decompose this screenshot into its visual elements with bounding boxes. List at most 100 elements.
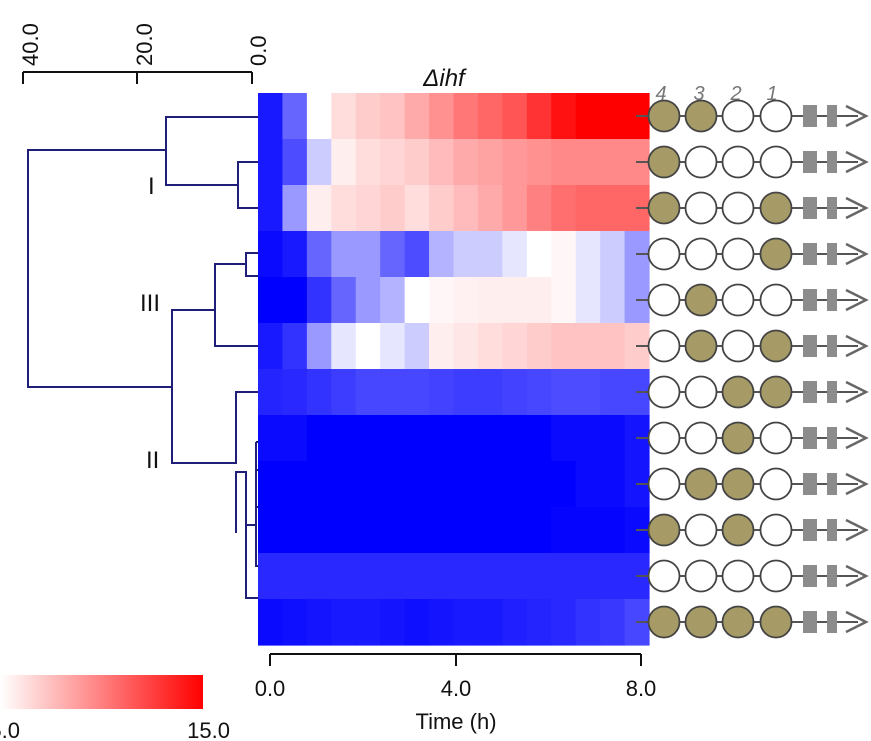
heatmap-cell [477,93,503,140]
binding-site-occupied [759,605,793,639]
binding-site-occupied [684,283,718,317]
heatmap-cell [355,93,381,140]
binding-site-empty [759,513,793,547]
heatmap-cell [600,599,626,646]
heatmap-cell [477,139,503,186]
colorbar [0,675,203,709]
heatmap-cell [306,323,332,370]
site-position-label: 4 [655,83,666,105]
heatmap-cell [600,323,626,370]
heatmap-cell [404,553,430,600]
x-axis-label: Time (h) [415,709,496,734]
binding-site-empty [721,237,755,271]
heatmap-cell [526,599,552,646]
colorbar-min-label: -5.0 [0,718,20,741]
heatmap-cell [429,461,455,508]
heatmap-cell [575,277,601,324]
cluster-label-iii: III [140,290,160,317]
binding-site-occupied [759,191,793,225]
binding-site-occupied [759,375,793,409]
heatmap-cell [551,139,577,186]
heatmap-cell [331,461,357,508]
heatmap-cell [600,415,626,462]
binding-site-empty [684,191,718,225]
binding-site-empty [721,283,755,317]
binding-site-occupied [721,467,755,501]
time-tick-label: 8.0 [626,676,657,701]
heatmap-cell [380,185,406,232]
heatmap-cell [355,415,381,462]
binding-site-empty [684,237,718,271]
heatmap-cell [600,507,626,554]
promoter-box [803,289,817,311]
heatmap-cell [575,323,601,370]
promoter-construct [636,191,869,225]
transcription-arrow [845,610,869,634]
binding-site-occupied [721,375,755,409]
heatmap-cell [502,415,528,462]
binding-site-empty [647,421,681,455]
promoter-construct [636,421,869,455]
dendrogram-tick-label: 20.0 [132,23,157,66]
heatmap-cell [453,461,479,508]
heatmap-cell [575,185,601,232]
heatmap-cell [282,553,308,600]
heatmap-cell [551,231,577,278]
heatmap-cell [380,507,406,554]
heatmap-cell [306,461,332,508]
heatmap-cell [331,599,357,646]
binding-site-empty [647,283,681,317]
promoter-construct [636,559,869,593]
heatmap-cell [258,231,284,278]
heatmap-cell [380,553,406,600]
heatmap-cell [355,231,381,278]
promoter-box [803,473,817,495]
binding-site-empty [684,559,718,593]
binding-site-empty [647,237,681,271]
heatmap-cell [453,277,479,324]
heatmap-cell [404,323,430,370]
heatmap-cell [306,93,332,140]
heatmap-cell [331,277,357,324]
heatmap-cell [380,599,406,646]
heatmap-cell [453,185,479,232]
heatmap-cell [306,369,332,416]
heatmap-cell [502,323,528,370]
heatmap-cell [575,507,601,554]
promoter-box [803,197,817,219]
binding-site-empty [684,513,718,547]
heatmap-cell [429,599,455,646]
binding-site-empty [721,191,755,225]
promoter-box [827,197,837,219]
dendrogram-branch [27,149,172,388]
heatmap-cell [331,231,357,278]
heatmap-cell [331,369,357,416]
heatmap-cell [404,139,430,186]
site-position-label: 3 [693,83,704,105]
promoter-box [827,335,837,357]
heatmap-cell [551,599,577,646]
heatmap-cell [453,553,479,600]
colorbar-max-label: 15.0 [187,718,230,741]
heatmap-cell [380,323,406,370]
heatmap-cell [404,231,430,278]
promoter-box [827,381,837,403]
heatmap-cell [429,369,455,416]
promoter-construct [636,237,869,271]
heatmap-cell [355,553,381,600]
promoter-box [803,611,817,633]
heatmap-cell [331,139,357,186]
heatmap-cell [600,553,626,600]
binding-site-empty [647,559,681,593]
promoter-construct [636,99,869,133]
binding-site-occupied [684,329,718,363]
heatmap-cell [404,369,430,416]
heatmap-cell [502,507,528,554]
heatmap-cell [404,277,430,324]
heatmap-cell [575,553,601,600]
heatmap-cell [551,277,577,324]
binding-site-empty [684,145,718,179]
heatmap-cell [453,231,479,278]
heatmap-cell [453,507,479,554]
heatmap-cell [258,415,284,462]
